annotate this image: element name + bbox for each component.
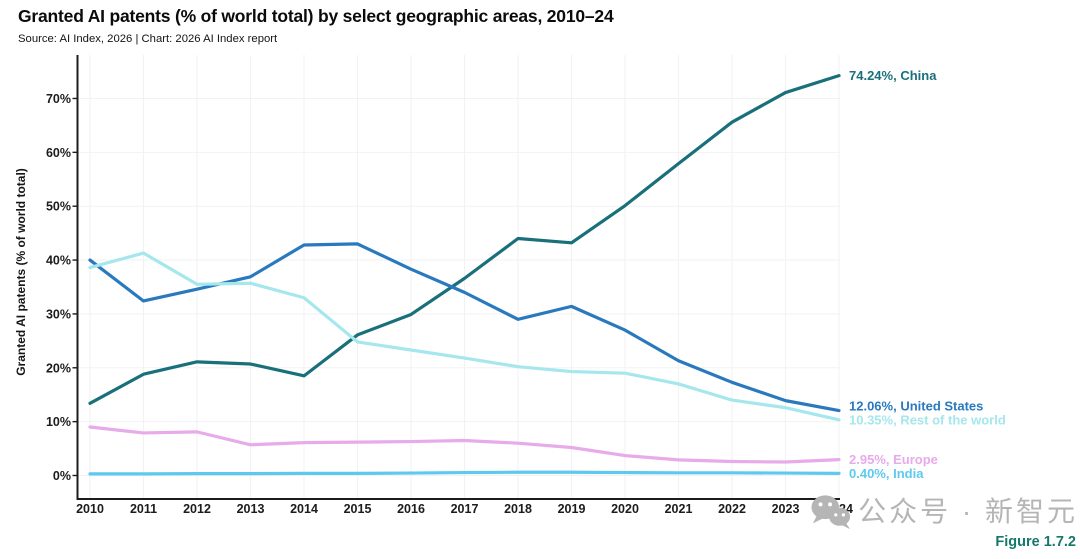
series-line-rest-of-the-world — [88, 251, 841, 422]
x-tick-label: 2016 — [397, 502, 425, 516]
series-end-label-europe: 2.95%, Europe — [849, 452, 938, 467]
x-tick-label: 2024 — [825, 502, 853, 516]
x-tick-label: 2023 — [772, 502, 800, 516]
figure-label: Figure 1.7.2 — [995, 534, 1076, 550]
y-axis-title: Granted AI patents (% of world total) — [14, 168, 28, 376]
x-tick-label: 2019 — [558, 502, 586, 516]
x-tick-label: 2011 — [130, 502, 157, 516]
chart-title: Granted AI patents (% of world total) by… — [18, 6, 614, 26]
x-tick-label: 2014 — [290, 502, 318, 516]
series-end-label-rest-of-the-world: 10.35%, Rest of the world — [849, 412, 1006, 427]
y-tick-label: 0% — [53, 469, 71, 483]
y-tick-label: 60% — [46, 146, 71, 160]
y-tick-label: 70% — [46, 92, 71, 106]
x-tick-label: 2017 — [451, 502, 479, 516]
y-tick-label: 50% — [46, 200, 71, 214]
x-tick-label: 2020 — [611, 502, 639, 516]
series-line-europe — [88, 425, 841, 464]
x-tick-label: 2018 — [504, 502, 532, 516]
series-line-india — [88, 470, 841, 476]
series-end-label-united-states: 12.06%, United States — [849, 398, 983, 413]
y-tick-label: 40% — [46, 254, 71, 268]
x-tick-label: 2012 — [183, 502, 211, 516]
chart-source: Source: AI Index, 2026 | Chart: 2026 AI … — [18, 33, 278, 45]
x-tick-label: 2021 — [665, 502, 693, 516]
series-line-china — [88, 74, 841, 405]
y-tick-label: 30% — [46, 307, 71, 321]
x-tick-label: 2022 — [718, 502, 746, 516]
y-tick-label: 20% — [46, 361, 71, 375]
y-tick-label: 10% — [46, 415, 71, 429]
x-tick-label: 2015 — [344, 502, 372, 516]
series-end-label-china: 74.24%, China — [849, 68, 937, 83]
x-tick-label: 2010 — [76, 502, 104, 516]
series-end-label-india: 0.40%, India — [849, 466, 924, 481]
x-tick-label: 2013 — [237, 502, 265, 516]
